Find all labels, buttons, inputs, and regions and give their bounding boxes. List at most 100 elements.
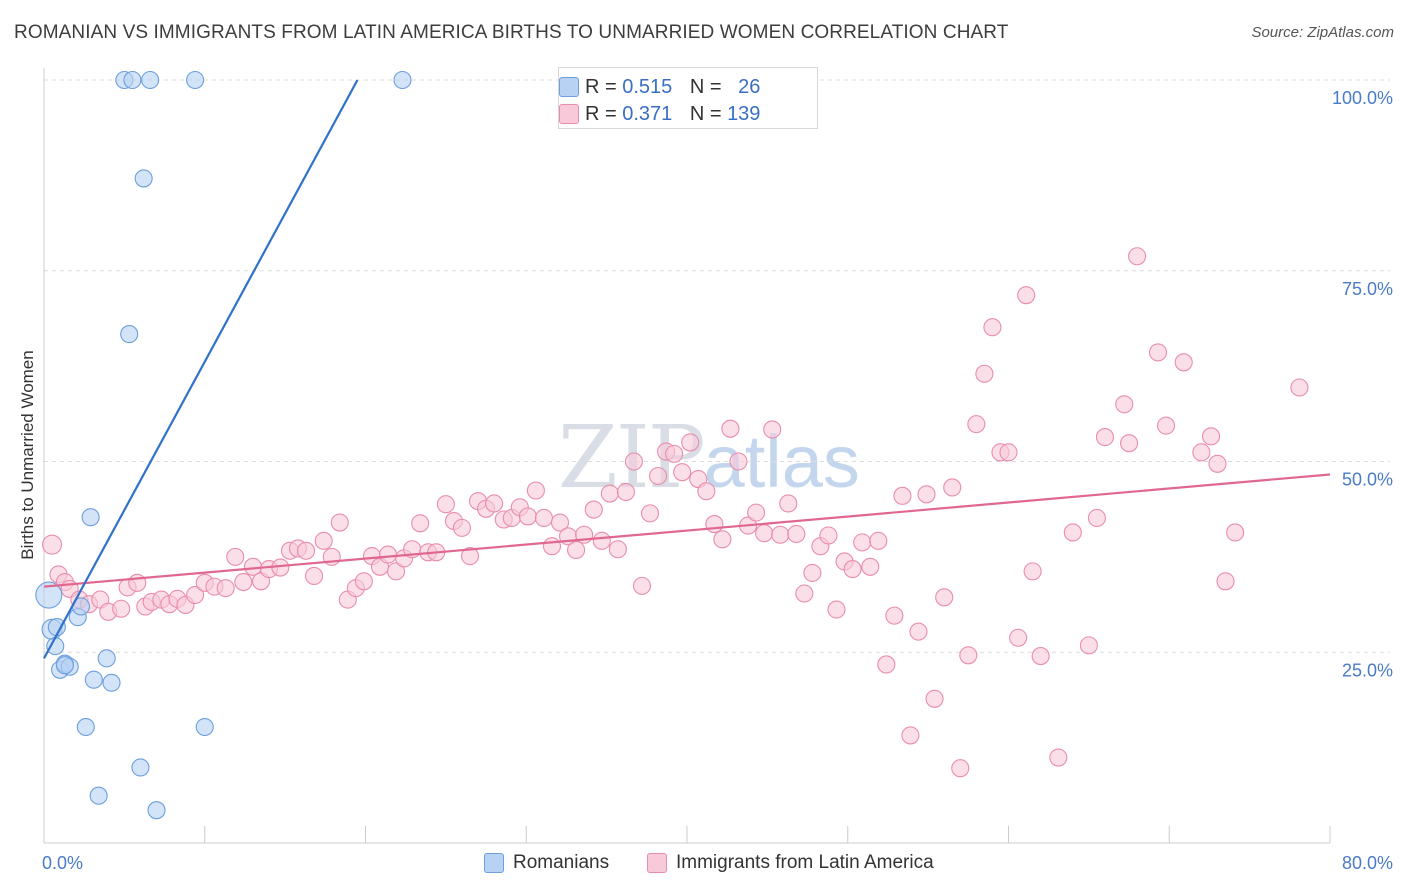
- latin-point: [632, 576, 652, 595]
- latin-point: [1156, 416, 1176, 435]
- r-label: R =: [585, 75, 617, 98]
- latin-point: [935, 588, 954, 607]
- y-tick-label: 25.0%: [1342, 660, 1393, 680]
- stats-row-latin: R = 0.371 N = 139: [559, 99, 761, 129]
- latin-point: [112, 599, 131, 618]
- romanian-point: [76, 717, 95, 737]
- latin-point: [216, 579, 235, 598]
- latin-point: [542, 537, 562, 556]
- latin-point: [861, 557, 880, 576]
- latin-point: [763, 420, 782, 439]
- latin-point: [959, 646, 978, 665]
- latin-point: [975, 364, 994, 383]
- latin-point: [909, 622, 928, 641]
- r-label: R =: [585, 102, 617, 125]
- n-label: N =: [689, 102, 722, 125]
- romanian-point: [186, 70, 205, 90]
- latin-point: [771, 525, 790, 544]
- latin-point: [640, 504, 660, 523]
- romanian-point: [35, 581, 63, 609]
- latin-point: [1174, 353, 1193, 372]
- latin-point: [1095, 428, 1114, 447]
- stats-row-romanians: R = 0.515 N = 26: [559, 72, 761, 102]
- romanian-point: [141, 70, 160, 90]
- latin-point: [1208, 454, 1227, 473]
- latin-point: [1063, 523, 1082, 542]
- romanian-point: [46, 637, 65, 656]
- latin-point: [853, 533, 872, 552]
- latin-point: [608, 540, 627, 559]
- y-tick-label: 100.0%: [1332, 88, 1393, 108]
- latin-point: [1226, 523, 1245, 542]
- legend-label-latin: Immigrants from Latin America: [676, 852, 934, 873]
- latin-point: [803, 563, 822, 582]
- latin-point: [234, 573, 253, 592]
- latin-point: [1216, 572, 1235, 591]
- latin-point: [893, 486, 912, 505]
- romanian-point: [147, 801, 166, 820]
- latin-point: [1120, 434, 1139, 453]
- latin-point: [1192, 443, 1211, 462]
- latin-point: [1049, 748, 1068, 767]
- romanians-swatch: [559, 77, 579, 97]
- latin-point: [999, 443, 1018, 462]
- romanian-point: [131, 758, 150, 777]
- n-value: 26: [738, 75, 761, 98]
- latin-point: [386, 562, 406, 581]
- r-value: 0.371: [622, 102, 673, 125]
- latin-trend-line: [43, 473, 1331, 588]
- latin-point: [567, 540, 586, 560]
- romanian-point: [120, 325, 139, 344]
- latin-point: [901, 726, 920, 745]
- n-label: N =: [689, 75, 722, 98]
- latin-point: [697, 482, 716, 501]
- latin-point: [1128, 247, 1147, 266]
- romanian-point: [81, 508, 100, 527]
- latin-point: [1079, 636, 1098, 655]
- romanian-point: [55, 656, 74, 675]
- latin-point: [305, 566, 324, 586]
- latin-point: [877, 655, 896, 674]
- romanian-point: [393, 70, 412, 90]
- latin-point: [354, 572, 373, 591]
- latin-point: [436, 495, 455, 514]
- latin-point: [411, 514, 430, 533]
- latin-point: [819, 526, 838, 545]
- legend-item-latin: Immigrants from Latin America: [647, 852, 934, 874]
- latin-point: [1115, 395, 1134, 414]
- latin-point: [485, 494, 504, 513]
- chart-title: ROMANIAN VS IMMIGRANTS FROM LATIN AMERIC…: [14, 22, 1009, 43]
- latin-point: [795, 584, 814, 603]
- romanian-point: [97, 649, 116, 668]
- legend-item-romanians: Romanians: [484, 852, 609, 874]
- legend-label-romanians: Romanians: [513, 852, 610, 873]
- latin-swatch: [559, 104, 579, 124]
- romanian-point: [123, 70, 142, 90]
- latin-point: [1009, 628, 1028, 647]
- x-tick-label: 0.0%: [42, 853, 83, 873]
- latin-point: [665, 444, 684, 463]
- latin-point: [869, 531, 888, 550]
- romanian-point: [102, 673, 121, 692]
- y-axis-label: Births to Unmarried Women: [18, 350, 37, 559]
- latin-point: [226, 547, 245, 566]
- latin-point: [705, 515, 724, 534]
- latin-point: [378, 545, 398, 564]
- bottom-legend: Romanians Immigrants from Latin America: [0, 852, 1406, 878]
- latin-point: [649, 466, 668, 486]
- latin-point: [330, 513, 349, 532]
- latin-point: [827, 600, 846, 619]
- latin-point: [681, 433, 700, 452]
- r-value: 0.515: [622, 75, 673, 98]
- latin-point: [1201, 427, 1221, 446]
- latin-point: [1017, 286, 1036, 305]
- latin-point: [624, 452, 644, 471]
- latin-point: [755, 524, 774, 543]
- latin-point: [518, 507, 537, 526]
- n-value: 139: [727, 102, 761, 125]
- latin-point: [41, 534, 63, 555]
- latin-point: [460, 547, 480, 566]
- latin-point: [943, 478, 962, 497]
- latin-point: [951, 759, 970, 778]
